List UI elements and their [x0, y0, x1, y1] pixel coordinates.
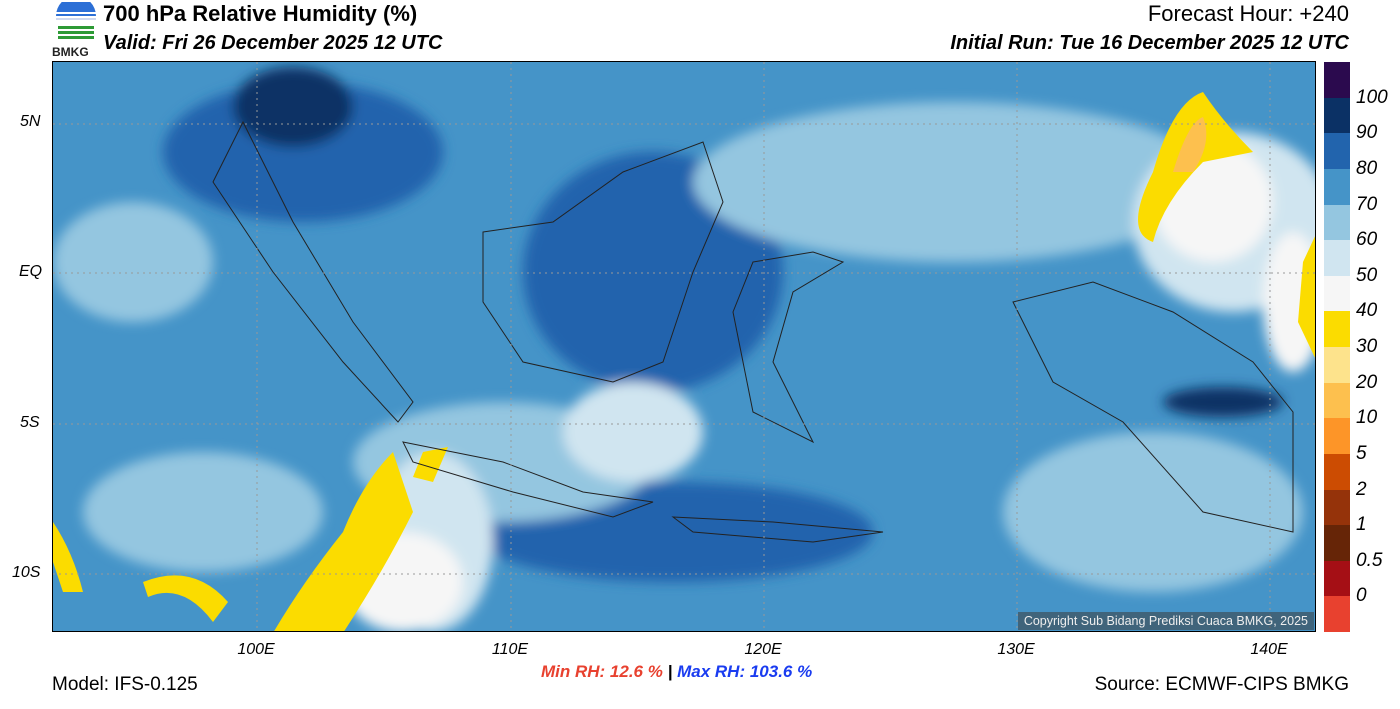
colorbar-label: 70	[1356, 193, 1378, 215]
model-label: Model: IFS-0.125	[52, 674, 198, 695]
lat-label: EQ	[19, 263, 43, 280]
humidity-map	[52, 61, 1316, 632]
lon-label: 140E	[1250, 641, 1288, 658]
coastlines	[212, 120, 1294, 543]
copyright-notice: Copyright Sub Bidang Prediksi Cuaca BMKG…	[1017, 612, 1314, 630]
colorbar-swatch	[1324, 204, 1350, 241]
valid-time: Valid: Fri 26 December 2025 12 UTC	[103, 32, 443, 54]
colorbar-swatch	[1324, 133, 1350, 169]
colorbar-label: 60	[1356, 229, 1378, 251]
colorbar	[1324, 62, 1350, 632]
separator: |	[667, 662, 673, 681]
colorbar-swatch	[1324, 347, 1350, 383]
colorbar-swatch	[1324, 168, 1350, 205]
lat-label: 10S	[12, 564, 41, 581]
colorbar-swatch	[1324, 560, 1350, 597]
lon-label: 130E	[997, 641, 1035, 658]
lon-label: 120E	[744, 641, 782, 658]
colorbar-label: 20	[1356, 371, 1378, 393]
colorbar-label: 40	[1356, 300, 1378, 322]
colorbar-swatch	[1324, 97, 1350, 134]
lon-label: 100E	[237, 641, 275, 658]
colorbar-label: 2	[1356, 478, 1367, 500]
colorbar-swatch	[1324, 62, 1350, 98]
colorbar-label: 10	[1356, 407, 1378, 429]
humidity-field	[53, 62, 1315, 631]
gridlines	[53, 62, 1315, 631]
colorbar-swatch	[1324, 275, 1350, 312]
colorbar-label: 1	[1356, 514, 1367, 536]
lat-label: 5N	[20, 113, 41, 130]
colorbar-swatch	[1324, 489, 1350, 526]
min-rh: Min RH: 12.6 %	[541, 662, 663, 681]
source-label: Source: ECMWF-CIPS BMKG	[1094, 674, 1349, 695]
logo-text: BMKG	[52, 45, 89, 59]
forecast-hour: Forecast Hour: +240	[1147, 1, 1349, 26]
initial-run: Initial Run: Tue 16 December 2025 12 UTC	[950, 32, 1349, 54]
lat-label: 5S	[20, 414, 40, 431]
lon-label: 110E	[491, 641, 529, 658]
colorbar-swatch	[1324, 418, 1350, 454]
colorbar-label: 80	[1356, 157, 1378, 179]
colorbar-label: 50	[1356, 264, 1378, 286]
colorbar-label: 30	[1356, 336, 1378, 357]
colorbar-swatch	[1324, 525, 1350, 561]
colorbar-label: 100	[1356, 86, 1388, 108]
colorbar-label: 0.5	[1356, 549, 1383, 571]
colorbar-swatch	[1324, 311, 1350, 347]
colorbar-swatch	[1324, 453, 1350, 490]
colorbar-swatch	[1324, 382, 1350, 419]
max-rh: Max RH: 103.6 %	[677, 662, 813, 681]
colorbar-label: 90	[1356, 122, 1378, 144]
bmkg-logo: BMKG	[52, 0, 100, 59]
colorbar-label: 5	[1356, 442, 1367, 464]
colorbar-swatch	[1324, 596, 1350, 632]
chart-title: 700 hPa Relative Humidity (%)	[103, 1, 418, 26]
colorbar-swatch	[1324, 240, 1350, 276]
colorbar-label: 0	[1356, 585, 1367, 607]
